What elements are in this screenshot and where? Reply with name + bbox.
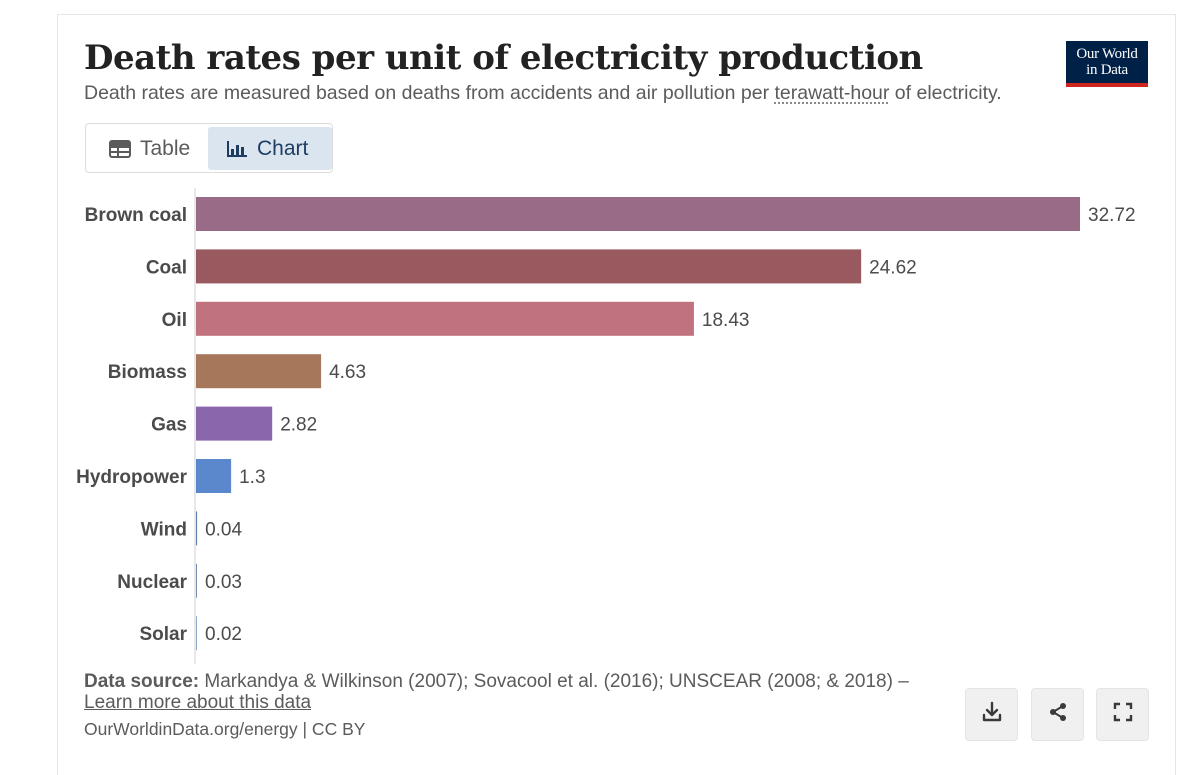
value-label-solar: 0.02	[205, 624, 242, 645]
learn-more-link[interactable]: Learn more about this data	[84, 692, 312, 713]
value-label-gas: 2.82	[280, 415, 317, 436]
fullscreen-button[interactable]	[1096, 688, 1149, 741]
subtitle-text-end: of electricity.	[889, 82, 1002, 104]
download-button[interactable]	[965, 688, 1018, 741]
tab-table-label: Table	[140, 136, 191, 160]
terawatt-hour-definition[interactable]: terawatt-hour	[774, 82, 890, 104]
tab-table[interactable]: Table	[89, 127, 207, 170]
value-label-coal: 24.62	[869, 257, 917, 278]
value-label-hydropower: 1.3	[239, 467, 265, 488]
table-icon	[109, 139, 131, 158]
value-label-nuclear: 0.03	[205, 572, 242, 593]
share-button[interactable]	[1031, 688, 1084, 741]
value-label-brown-coal: 32.72	[1088, 205, 1136, 226]
category-label-nuclear: Nuclear	[117, 572, 187, 593]
category-label-coal: Coal	[146, 257, 187, 278]
category-label-solar: Solar	[139, 624, 187, 645]
fullscreen-icon	[1112, 701, 1134, 728]
category-label-brown-coal: Brown coal	[85, 205, 187, 226]
category-label-oil: Oil	[162, 310, 187, 331]
bar-brown-coal[interactable]	[196, 197, 1080, 231]
category-label-gas: Gas	[151, 415, 187, 436]
category-label-wind: Wind	[141, 519, 187, 540]
share-icon	[1047, 701, 1069, 728]
value-label-wind: 0.04	[205, 519, 242, 540]
logo-line-1: Our World	[1076, 46, 1138, 62]
value-label-biomass: 4.63	[329, 362, 366, 383]
category-label-biomass: Biomass	[108, 362, 187, 383]
data-source: Data source: Markandya & Wilkinson (2007…	[84, 671, 909, 693]
bar-chart-icon	[226, 140, 248, 158]
category-label-hydropower: Hydropower	[76, 467, 187, 488]
bar-coal[interactable]	[196, 249, 862, 284]
bar-solar[interactable]	[196, 616, 197, 651]
bar-oil[interactable]	[196, 301, 694, 336]
value-label-oil: 18.43	[702, 310, 750, 331]
bar-biomass[interactable]	[196, 354, 322, 389]
view-toggle: Table Chart	[85, 123, 333, 173]
tab-chart[interactable]: Chart	[208, 127, 332, 170]
page-title: Death rates per unit of electricity prod…	[84, 38, 923, 78]
data-source-text: Markandya & Wilkinson (2007); Sovacool e…	[199, 671, 909, 692]
chart-subtitle: Death rates are measured based on deaths…	[84, 82, 1002, 105]
bar-wind[interactable]	[196, 511, 198, 546]
bar-gas[interactable]	[196, 406, 273, 441]
tab-chart-label: Chart	[257, 136, 309, 160]
download-icon	[981, 701, 1003, 728]
bar-hydropower[interactable]	[196, 459, 232, 493]
subtitle-text-start: Death rates are measured based on deaths…	[84, 82, 775, 104]
credit-line: OurWorldinData.org/energy | CC BY	[84, 719, 366, 739]
logo-line-2: in Data	[1086, 62, 1128, 78]
data-source-label: Data source:	[84, 671, 200, 692]
bar-nuclear[interactable]	[196, 563, 197, 598]
owid-logo[interactable]: Our World in Data	[1066, 41, 1148, 87]
